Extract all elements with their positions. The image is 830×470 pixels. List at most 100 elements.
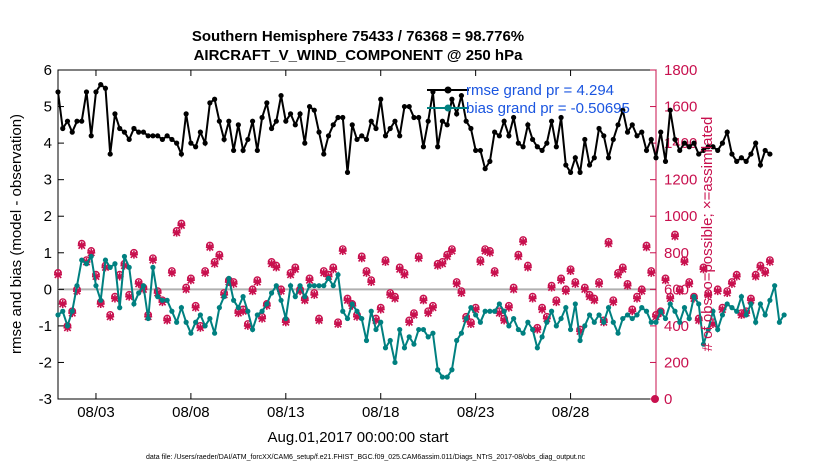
series-point xyxy=(406,103,412,110)
series-point xyxy=(155,294,161,300)
series-point xyxy=(325,133,332,139)
series-point xyxy=(473,147,479,154)
series-point xyxy=(193,319,199,325)
x-axis: 08/03 08/08 08/13 08/18 08/23 08/28 xyxy=(77,70,589,421)
series-point xyxy=(88,133,94,139)
series-point xyxy=(69,308,75,314)
obs-assimilated-marker xyxy=(528,294,537,303)
obs-assimilated-marker xyxy=(737,310,746,319)
series-point xyxy=(278,297,284,303)
series-point xyxy=(620,315,626,322)
series-point xyxy=(363,337,370,344)
series-point xyxy=(378,96,384,102)
obs-assimilated-marker xyxy=(481,246,490,255)
series-point xyxy=(131,301,137,307)
series-point xyxy=(321,283,327,289)
obs-assimilated-marker xyxy=(533,325,542,334)
obs-assimilated-marker xyxy=(172,228,181,237)
series-point xyxy=(126,136,132,143)
series-point xyxy=(534,144,540,150)
obs-assimilated-marker xyxy=(618,265,627,274)
legend-bias-label: bias grand pr = -0.50695 xyxy=(466,100,630,117)
series-point xyxy=(273,283,279,289)
series-point xyxy=(534,345,540,351)
series-point xyxy=(686,315,692,322)
series-point xyxy=(477,319,483,325)
series-point xyxy=(653,319,659,325)
series-point xyxy=(430,330,436,336)
series-point xyxy=(245,136,251,143)
series-layer xyxy=(54,82,787,403)
series-point xyxy=(306,103,313,110)
obs-assimilated-marker xyxy=(419,296,428,305)
obs-assimilated-marker xyxy=(338,246,347,255)
obs-assimilated-marker xyxy=(376,305,385,314)
obs-assimilated-marker xyxy=(400,270,409,279)
series-point xyxy=(330,283,336,289)
series-point xyxy=(757,301,764,307)
series-point xyxy=(577,169,583,175)
series-point xyxy=(359,315,365,322)
y-tick-label: -1 xyxy=(39,318,52,335)
series-point xyxy=(321,151,327,157)
obs-assimilated-marker xyxy=(732,272,741,281)
series-point xyxy=(558,315,564,322)
series-point xyxy=(729,305,735,311)
series-point xyxy=(193,144,199,150)
series-point xyxy=(107,151,113,157)
obs-assimilated-marker xyxy=(248,287,257,296)
obs-assimilated-marker xyxy=(167,268,176,277)
series-point xyxy=(738,294,745,300)
series-point xyxy=(79,257,85,263)
obs-assimilated-marker xyxy=(452,279,461,288)
series-point xyxy=(496,133,502,139)
series-point xyxy=(183,319,189,325)
series-point xyxy=(487,158,493,164)
series-point xyxy=(615,122,621,128)
obs-assimilated-marker xyxy=(305,276,314,285)
series-point xyxy=(501,118,507,124)
obs-assimilated-marker xyxy=(186,276,195,285)
series-point xyxy=(330,122,336,128)
series-point xyxy=(283,315,289,322)
series-point xyxy=(620,107,626,113)
series-point xyxy=(439,374,446,380)
series-point xyxy=(411,114,417,121)
obs-assimilated-marker xyxy=(457,288,466,297)
series-point xyxy=(83,261,90,267)
series-point xyxy=(55,312,61,318)
series-point xyxy=(496,301,502,307)
obs-assimilated-marker xyxy=(447,246,456,255)
series-point xyxy=(449,96,455,102)
series-point xyxy=(577,337,583,344)
series-point xyxy=(667,107,673,113)
legend-rmse-label: rmse grand pr = 4.294 xyxy=(466,82,614,99)
obs-assimilated-marker xyxy=(253,278,262,287)
obs-assimilated-marker xyxy=(628,307,637,316)
series-point xyxy=(539,334,545,340)
series-point xyxy=(335,114,341,121)
series-point xyxy=(454,337,460,344)
obs-assimilated-marker xyxy=(54,270,62,279)
series-point xyxy=(145,133,151,139)
series-point xyxy=(681,140,688,146)
series-point xyxy=(126,264,132,270)
series-point xyxy=(658,308,664,314)
y2-tick-label: 1200 xyxy=(664,172,697,189)
obs-assimilated-marker xyxy=(110,294,119,303)
series-point xyxy=(468,125,474,132)
series-point xyxy=(117,125,123,132)
series-point xyxy=(605,305,612,311)
series-point xyxy=(221,136,227,143)
obs-assimilated-marker xyxy=(163,316,172,325)
series-point xyxy=(387,125,393,132)
obs-assimilated-marker xyxy=(680,257,689,266)
obs-assimilated-marker xyxy=(438,259,447,268)
series-point xyxy=(102,257,109,263)
series-point xyxy=(734,308,740,314)
series-point xyxy=(268,290,275,296)
series-point xyxy=(530,136,536,143)
obs-assimilated-marker xyxy=(633,294,642,303)
series-point xyxy=(397,133,403,139)
series-point xyxy=(548,118,555,124)
